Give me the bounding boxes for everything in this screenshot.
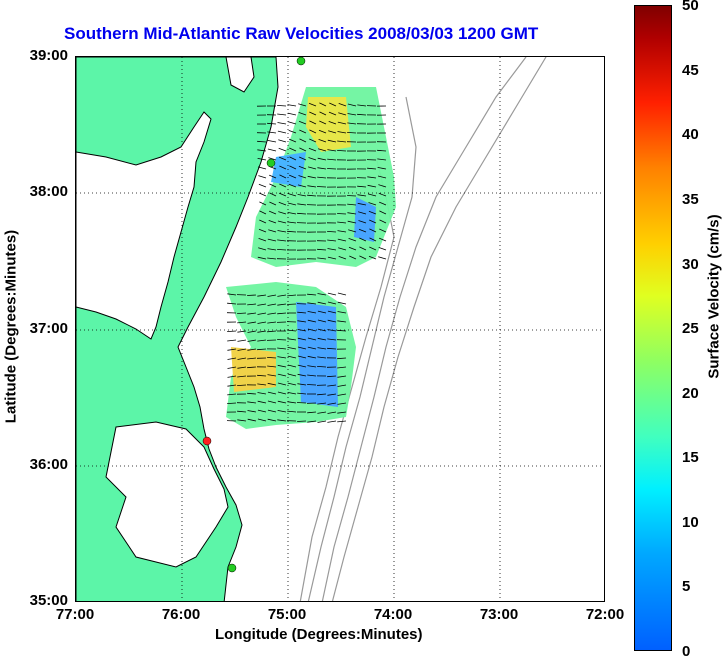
y-tick-label: 36:00 <box>8 456 68 473</box>
velocity-arrow <box>268 140 276 142</box>
velocity-arrow <box>337 421 346 422</box>
velocity-arrow <box>238 340 247 341</box>
station-south-marker <box>203 437 211 445</box>
velocity-arrow <box>227 331 236 332</box>
velocity-arrow <box>288 105 297 106</box>
x-tick-label: 74:00 <box>358 606 428 623</box>
velocity-arrow <box>247 295 256 296</box>
colorbar-tick-label: 40 <box>682 126 699 143</box>
velocity-arrow <box>337 214 346 215</box>
x-tick-label: 76:00 <box>146 606 216 623</box>
velocity-arrow <box>338 293 346 295</box>
colorbar-tick-label: 30 <box>682 256 699 273</box>
y-axis-label: Latitude (Degrees:Minutes) <box>3 212 20 442</box>
velocity-arrow <box>307 385 316 386</box>
velocity-arrow <box>227 340 236 341</box>
velocity-arrow <box>277 340 286 341</box>
station-hatteras-marker <box>228 564 236 572</box>
velocity-arrow <box>278 123 287 125</box>
velocity-arrow <box>378 257 386 259</box>
station-north-marker <box>297 57 305 65</box>
velocity-arrow <box>288 113 296 115</box>
velocity-arrow <box>287 304 296 305</box>
station-mid-marker <box>267 159 275 167</box>
colorbar <box>634 5 672 651</box>
velocity-arrow <box>259 193 266 196</box>
colorbar-tick-label: 0 <box>682 643 690 660</box>
velocity-arrow <box>277 105 286 106</box>
colorbar-tick-label: 10 <box>682 514 699 531</box>
colorbar-tick-label: 35 <box>682 191 699 208</box>
y-tick-label: 38:00 <box>8 183 68 200</box>
velocity-arrow <box>297 421 306 422</box>
velocity-arrow <box>347 196 356 197</box>
map-canvas <box>76 57 605 602</box>
velocity-arrow <box>317 187 326 188</box>
velocity-arrow <box>327 421 336 422</box>
map-plot-area[interactable] <box>75 56 605 602</box>
map-title: Southern Mid-Atlantic Raw Velocities 200… <box>64 24 634 44</box>
colorbar-tick-label: 5 <box>682 578 690 595</box>
velocity-arrow <box>277 114 286 115</box>
colorbar-tick-label: 20 <box>682 385 699 402</box>
x-tick-label: 73:00 <box>464 606 534 623</box>
velocity-arrow <box>278 140 286 142</box>
x-tick-label: 72:00 <box>570 606 640 623</box>
y-tick-label: 39:00 <box>8 47 68 64</box>
velocity-arrow <box>288 122 296 124</box>
colorbar-tick-label: 45 <box>682 62 699 79</box>
velocity-arrow <box>297 403 306 404</box>
colorbar-label: Surface Velocity (cm/s) <box>706 187 723 407</box>
velocity-arrow <box>328 293 336 295</box>
x-tick-label: 75:00 <box>252 606 322 623</box>
colorbar-tick-label: 15 <box>682 449 699 466</box>
colorbar-tick-label: 50 <box>682 0 699 14</box>
velocity-arrow <box>379 247 386 250</box>
velocity-arrow <box>278 131 286 133</box>
velocity-arrow <box>268 149 276 151</box>
velocity-arrow <box>279 148 286 151</box>
colorbar-tick-label: 25 <box>682 320 699 337</box>
x-tick-label: 77:00 <box>40 606 110 623</box>
velocity-patch-south-blue <box>296 302 338 407</box>
velocity-arrow <box>327 169 336 170</box>
velocity-arrow <box>258 176 266 178</box>
x-axis-label: Longitude (Degrees:Minutes) <box>215 626 423 643</box>
velocity-arrow <box>259 184 266 187</box>
